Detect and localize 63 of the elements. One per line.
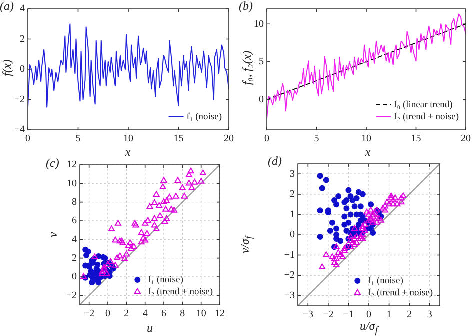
x-tick-label: 10 (362, 134, 372, 145)
y-tick-label: 2 (72, 252, 77, 264)
x-tick-label: 2 (407, 310, 412, 321)
x-tick-label: 1 (386, 310, 392, 321)
y-tick-label: −2 (284, 270, 295, 282)
x-tick-label: 8 (180, 308, 186, 320)
y-tick-label: −1 (284, 250, 295, 261)
legend-label: f₂ (trend + noise) (148, 288, 213, 298)
x-tick-label: −3 (302, 310, 314, 321)
y-tick-label: −2 (14, 94, 25, 106)
y-tick-label: 4 (20, 4, 25, 15)
x-tick-label: 12 (215, 308, 225, 320)
y-axis-title: v (46, 232, 60, 238)
x-tick-label: 0 (366, 310, 372, 321)
chart-title: (c) (46, 156, 60, 170)
y-tick-label: 0 (259, 94, 264, 106)
legend-label: f₀ (linear trend) (394, 100, 453, 110)
y-tick-label: 5 (259, 56, 264, 68)
x-tick-label: 4 (142, 308, 148, 320)
x-tick-label: 2 (124, 308, 130, 320)
x-tick-label: 5 (314, 134, 320, 145)
legend-label: f₁ (noise) (368, 276, 404, 286)
y-tick-label: 4 (72, 234, 77, 246)
x-tick-label: 15 (174, 134, 184, 145)
x-tick-label: 0 (106, 308, 110, 320)
legend-label: f₁ (noise) (148, 276, 184, 286)
y-tick-label: −4 (14, 124, 25, 136)
legend-label: f₂ (trend + noise) (394, 112, 459, 122)
y-tick-label: 2 (290, 189, 295, 200)
chart-title: (b) (239, 0, 253, 13)
y-axis-title: f₀, f₂(x) (240, 50, 254, 86)
x-tick-label: 20 (461, 134, 471, 145)
x-tick-label: −1 (343, 310, 354, 321)
legend-label: f₁ (noise) (186, 112, 222, 122)
y-tick-label: −2 (66, 290, 77, 302)
y-tick-label: 2 (20, 34, 25, 45)
y-tick-label: 0 (72, 272, 77, 283)
x-tick-label: 6 (162, 308, 166, 320)
y-tick-label: 8 (72, 196, 77, 208)
y-tick-label: −3 (284, 290, 295, 302)
x-tick-label: 20 (224, 134, 234, 145)
x-tick-label: 10 (124, 134, 134, 145)
x-axis-title: u (147, 321, 153, 335)
x-tick-label: −2 (84, 308, 95, 320)
legend-label: f₂ (trend + noise) (368, 288, 433, 298)
y-tick-label: 10 (67, 178, 77, 190)
y-tick-label: 12 (67, 160, 77, 171)
chart-title: (d) (268, 154, 282, 168)
x-tick-label: 15 (411, 134, 422, 145)
y-tick-label: 1 (290, 209, 295, 220)
y-tick-label: 6 (72, 216, 77, 227)
chart-title: (a) (0, 0, 14, 13)
y-tick-label: 0 (290, 230, 295, 241)
x-tick-label: 10 (196, 308, 206, 320)
y-tick-label: 3 (290, 168, 295, 180)
x-axis-title: x (365, 145, 371, 159)
x-tick-label: 3 (427, 310, 432, 321)
y-tick-label: 0 (20, 64, 25, 76)
y-tick-label: 10 (254, 18, 264, 30)
x-tick-label: −2 (323, 310, 334, 321)
y-axis-title: f(x) (0, 60, 14, 76)
x-axis-title: x (125, 145, 131, 159)
x-axis-title: u/σ$_{f}$ (360, 319, 378, 336)
